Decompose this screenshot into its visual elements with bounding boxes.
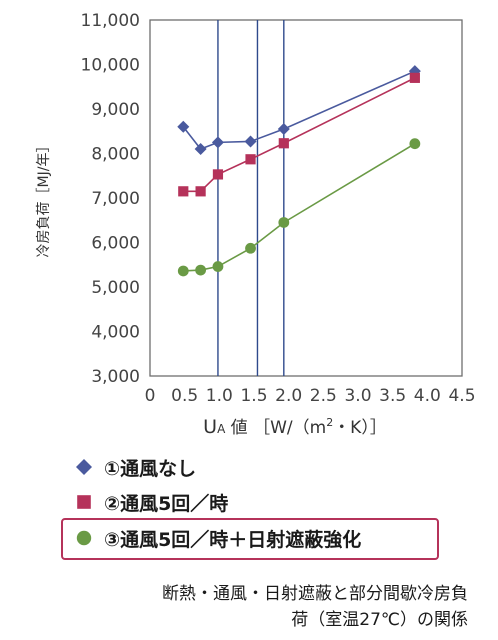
y-tick-label: 6,000: [91, 234, 140, 254]
data-point-series-1: [244, 135, 257, 148]
y-tick-label: 5,000: [91, 278, 140, 298]
legend-marker-1: [76, 459, 92, 475]
legend: ①通風なし ②通風5回／時 ③通風5回／時＋日射遮蔽強化: [61, 458, 439, 560]
legend-marker-2: [77, 495, 91, 509]
y-axis-label: 冷房負荷［MJ/年］: [36, 139, 52, 258]
x-tick-label: 4.0: [414, 386, 441, 406]
data-point-series-2: [409, 72, 420, 83]
x-tick-label: 2.0: [275, 386, 302, 406]
legend-marker-3: [76, 530, 92, 546]
data-point-series-2: [212, 169, 224, 180]
data-point-series-1: [277, 123, 290, 136]
series-group: [177, 65, 421, 277]
data-point-series-2: [195, 186, 206, 197]
x-axis-label-u: U: [203, 416, 217, 438]
data-point-series-3: [177, 265, 189, 277]
x-axis-label-rest: 値 ［W/（m: [225, 418, 326, 438]
plot-area-border: [149, 19, 463, 377]
y-tick-label: 4,000: [91, 323, 140, 343]
legend-label-1: ①通風なし: [104, 458, 196, 480]
legend-highlight-box: [61, 518, 439, 560]
y-tick-label: 7,000: [91, 189, 140, 209]
y-tick-label: 9,000: [91, 100, 140, 120]
y-axis-ticks: 3,000 4,000 5,000 6,000 7,000 8,000 9,000 10,00…: [81, 11, 140, 387]
x-tick-label: 3.5: [379, 386, 406, 406]
data-point-series-1: [177, 120, 190, 133]
x-axis-label-sup: 2: [326, 416, 333, 429]
x-axis-label: UA 値 ［W/（m2・K）］: [203, 416, 387, 438]
y-tick-label: 3,000: [91, 367, 140, 387]
y-tick-label: 10,000: [81, 56, 140, 76]
vertical-reference-lines: [217, 20, 285, 376]
x-tick-label: 1.0: [206, 386, 233, 406]
x-tick-label: 4.5: [448, 386, 475, 406]
data-point-series-1: [194, 143, 207, 156]
data-point-series-3: [409, 138, 421, 150]
legend-label-2: ②通風5回／時: [104, 492, 228, 515]
x-tick-label: 0.5: [171, 386, 198, 406]
x-axis-ticks: 0 0.5 1.0 1.5 2.0 2.5 3.0 3.5 4.0 4.5: [145, 386, 476, 406]
data-point-series-3: [245, 242, 256, 254]
caption-line-1: 断熱・通風・日射遮蔽と部分間歇冷房負: [162, 584, 468, 604]
y-tick-label: 11,000: [81, 11, 140, 31]
data-point-series-3: [278, 217, 290, 228]
data-point-series-3: [195, 264, 207, 276]
data-point-series-1: [211, 136, 224, 149]
x-axis-label-tail: ・K）］: [333, 418, 387, 438]
data-point-series-2: [178, 186, 189, 197]
caption-line-2: 荷（室温27℃）の関係: [291, 610, 468, 630]
x-tick-label: 1.5: [240, 386, 267, 406]
x-tick-label: 3.0: [344, 386, 371, 406]
x-tick-label: 0: [145, 386, 156, 406]
legend-label-3: ③通風5回／時＋日射遮蔽強化: [104, 528, 361, 551]
data-point-series-2: [245, 154, 256, 165]
data-point-series-2: [278, 138, 289, 149]
x-axis-label-subscript: A: [217, 422, 226, 436]
y-tick-label: 8,000: [91, 145, 140, 165]
data-point-series-3: [212, 261, 224, 272]
series-line-1: [182, 70, 416, 151]
x-tick-label: 2.5: [310, 386, 337, 406]
